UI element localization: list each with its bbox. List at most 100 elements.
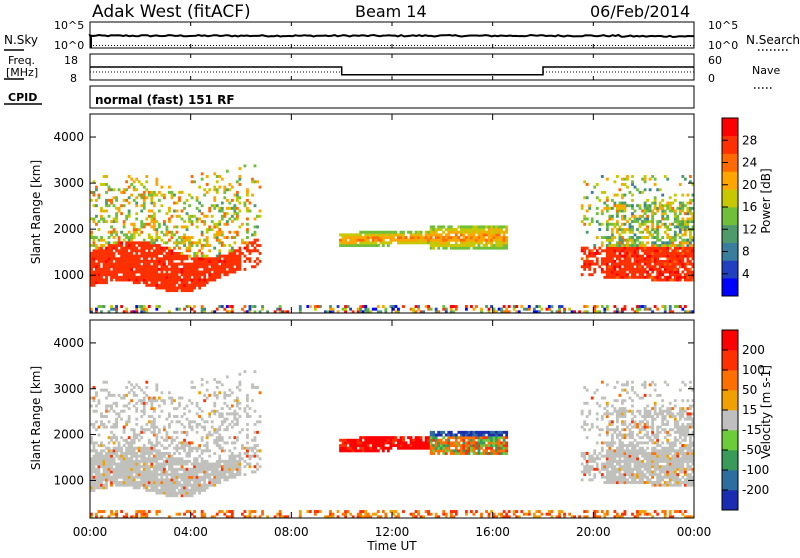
power-cell bbox=[93, 260, 96, 263]
power-cell bbox=[475, 239, 478, 242]
velocity-cell bbox=[457, 431, 460, 434]
velocity-cell bbox=[238, 465, 241, 468]
power-cell bbox=[135, 281, 138, 284]
velocity-cell bbox=[98, 402, 101, 405]
power-cell bbox=[133, 255, 136, 258]
velocity-cell bbox=[118, 468, 121, 471]
power-cell bbox=[450, 231, 453, 234]
velocity-cell bbox=[601, 455, 604, 458]
power-cell bbox=[115, 217, 118, 220]
power-cell bbox=[150, 196, 153, 199]
power-cell bbox=[171, 260, 174, 263]
power-cell bbox=[397, 308, 400, 311]
velocity-cell bbox=[221, 412, 224, 415]
power-cell bbox=[183, 286, 186, 289]
power-cell bbox=[382, 231, 385, 234]
velocity-cell bbox=[125, 449, 128, 452]
power-cell bbox=[500, 225, 503, 228]
velocity-cell bbox=[173, 476, 176, 479]
velocity-cell bbox=[158, 449, 161, 452]
velocity-cell bbox=[178, 492, 181, 495]
power-cell bbox=[588, 207, 591, 210]
power-cell bbox=[221, 244, 224, 247]
velocity-cell bbox=[130, 428, 133, 431]
power-cell bbox=[254, 225, 257, 228]
velocity-cell bbox=[445, 434, 448, 437]
power-cell bbox=[613, 236, 616, 239]
power-cell bbox=[206, 241, 209, 244]
power-cell bbox=[168, 281, 171, 284]
power-cell bbox=[105, 183, 108, 186]
velocity-cell bbox=[163, 489, 166, 492]
power-cell bbox=[651, 257, 654, 260]
power-cell bbox=[123, 252, 126, 255]
power-cell bbox=[135, 178, 138, 181]
power-cell bbox=[611, 215, 614, 218]
velocity-cell bbox=[233, 418, 236, 421]
power-cell bbox=[236, 249, 239, 252]
power-cell bbox=[120, 241, 123, 244]
power-cell bbox=[384, 308, 387, 311]
power-cell bbox=[598, 199, 601, 202]
velocity-cell bbox=[201, 484, 204, 487]
velocity-cell bbox=[359, 449, 362, 452]
velocity-cell bbox=[143, 402, 146, 405]
velocity-cell bbox=[221, 436, 224, 439]
power-cell bbox=[593, 186, 596, 189]
power-cell bbox=[646, 271, 649, 274]
velocity-cell bbox=[148, 478, 151, 481]
power-cell bbox=[666, 252, 669, 255]
power-cell bbox=[125, 244, 128, 247]
power-cell bbox=[473, 233, 476, 236]
power-cell bbox=[183, 207, 186, 210]
power-cell bbox=[213, 223, 216, 226]
power-cell bbox=[651, 265, 654, 268]
power-cell bbox=[183, 276, 186, 279]
velocity-cell bbox=[123, 478, 126, 481]
power-cell bbox=[221, 217, 224, 220]
velocity-cell bbox=[201, 383, 204, 386]
power-cell bbox=[163, 268, 166, 271]
power-cell bbox=[606, 252, 609, 255]
velocity-cell bbox=[211, 468, 214, 471]
power-cell bbox=[684, 247, 687, 250]
velocity-cell bbox=[347, 439, 350, 442]
velocity-cell bbox=[103, 457, 106, 460]
power-cell bbox=[646, 260, 649, 263]
velocity-cell bbox=[123, 439, 126, 442]
velocity-cell bbox=[125, 441, 128, 444]
power-cell bbox=[213, 199, 216, 202]
power-cell bbox=[216, 276, 219, 279]
power-cell bbox=[666, 255, 669, 258]
velocity-cell bbox=[148, 452, 151, 455]
power-cell bbox=[639, 271, 642, 274]
velocity-cell bbox=[171, 399, 174, 402]
power-cell bbox=[103, 263, 106, 266]
power-cell bbox=[123, 233, 126, 236]
velocity-cell bbox=[251, 386, 254, 389]
power-cell bbox=[611, 257, 614, 260]
power-cell bbox=[103, 305, 106, 308]
power-cell bbox=[646, 249, 649, 252]
power-cell bbox=[228, 263, 231, 266]
velocity-cell bbox=[455, 441, 458, 444]
velocity-cell bbox=[105, 481, 108, 484]
power-cell bbox=[636, 276, 639, 279]
power-cell bbox=[100, 276, 103, 279]
power-cell bbox=[619, 249, 622, 252]
velocity-cell bbox=[196, 404, 199, 407]
velocity-cell bbox=[475, 444, 478, 447]
power-cell bbox=[593, 271, 596, 274]
velocity-cell bbox=[238, 373, 241, 376]
power-cell bbox=[123, 199, 126, 202]
velocity-cell bbox=[246, 428, 249, 431]
velocity-cell bbox=[196, 457, 199, 460]
power-cell bbox=[98, 271, 101, 274]
power-cell bbox=[651, 202, 654, 205]
power-cell bbox=[153, 263, 156, 266]
velocity-cell bbox=[203, 460, 206, 463]
power-cell bbox=[108, 273, 111, 276]
power-cell bbox=[160, 279, 163, 282]
velocity-cell bbox=[372, 449, 375, 452]
power-cell bbox=[629, 255, 632, 258]
